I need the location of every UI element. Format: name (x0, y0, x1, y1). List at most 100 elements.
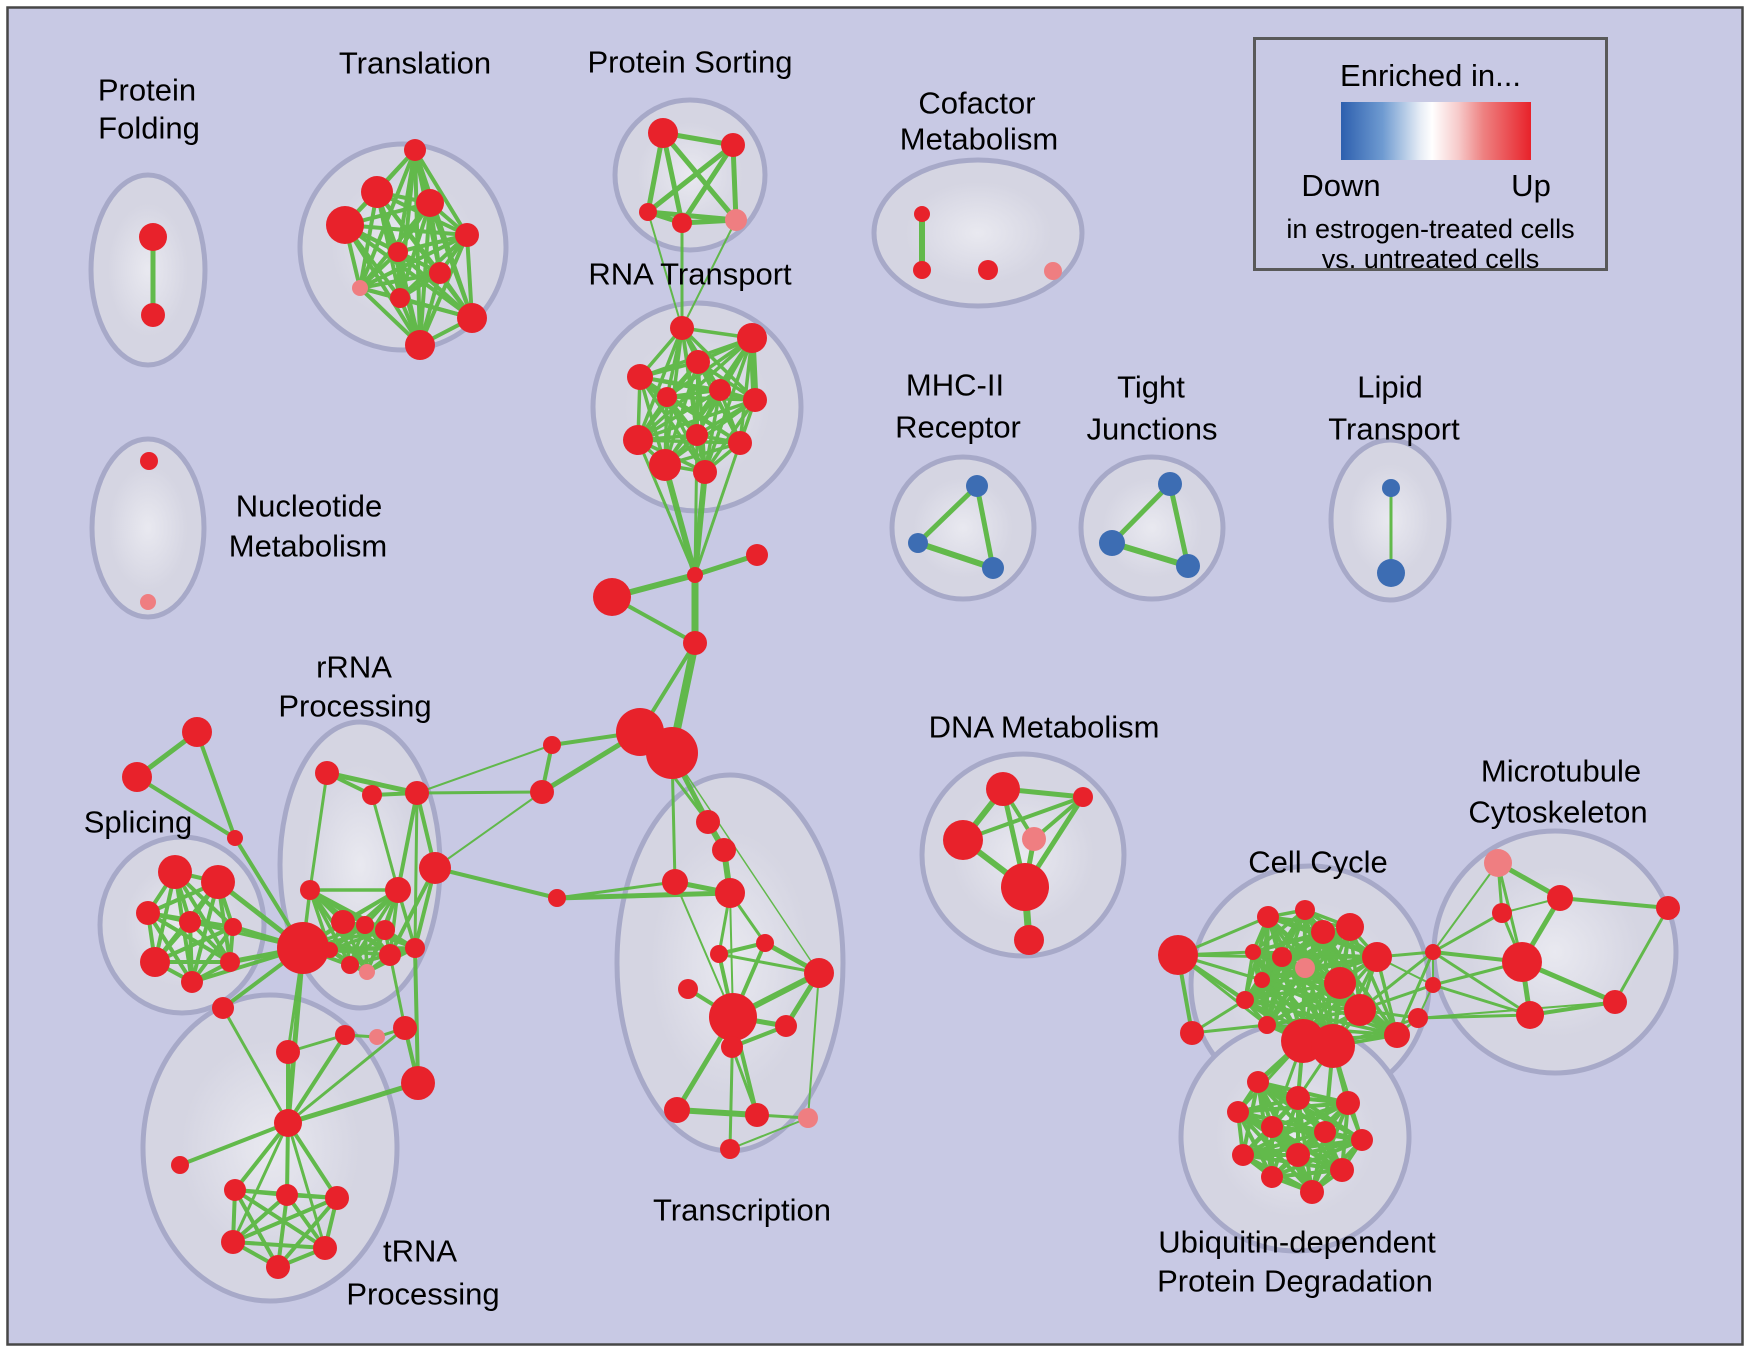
cluster-cofactor-metabolism (871, 157, 1085, 309)
cluster-label-transcription: Transcription (653, 1193, 831, 1228)
edge (680, 326, 757, 402)
cluster-protein-folding (88, 172, 208, 368)
edge (665, 395, 742, 445)
edge (231, 1240, 327, 1250)
legend-caption-line1: in estrogen-treated cells (1286, 214, 1575, 244)
edge (961, 795, 1085, 842)
edge (1431, 911, 1504, 954)
node-cc2 (1180, 1021, 1204, 1045)
edge (665, 395, 757, 402)
edge (1613, 906, 1670, 1004)
edge (1432, 862, 1499, 953)
node-j1 (1158, 472, 1182, 496)
cluster-label-ubiquitin-protein-degradation: Ubiquitin-dependent (1158, 1225, 1436, 1260)
node-cc12 (1362, 942, 1392, 972)
edge (681, 219, 737, 329)
edge (1260, 955, 1379, 982)
node-d5 (1001, 863, 1049, 911)
edge (693, 441, 742, 577)
cluster-label-trna-processing: Processing (346, 1277, 499, 1312)
cluster-label-ubiquitin-protein-degradation: Protein Degradation (1157, 1264, 1433, 1299)
node-cc13 (1236, 991, 1254, 1009)
node-mt1 (1547, 885, 1573, 911)
legend-down-label: Down (1301, 168, 1381, 203)
node-u5 (1261, 1116, 1283, 1138)
node-rt6 (657, 387, 677, 407)
edge (231, 1196, 339, 1244)
cluster-label-lipid-transport: Lipid (1357, 370, 1423, 405)
edge (173, 870, 232, 964)
node-tl11 (405, 330, 435, 360)
edge (1167, 481, 1191, 569)
node-cc3 (1257, 906, 1279, 928)
node-r14 (276, 1040, 300, 1064)
edge (416, 744, 553, 794)
node-hx1 (224, 1179, 246, 1201)
edge (286, 1121, 339, 1200)
node-mt5 (1603, 990, 1627, 1014)
node-t9 (709, 993, 757, 1041)
node-tl1 (404, 139, 426, 161)
node-cc9 (1295, 958, 1315, 978)
cluster-label-protein-folding: Protein (98, 73, 196, 108)
node-rt1 (670, 316, 694, 340)
node-mt6 (1656, 896, 1680, 920)
edge (285, 945, 306, 1126)
node-tl7 (429, 262, 451, 284)
node-t15 (720, 1139, 740, 1159)
node-sp5 (224, 918, 242, 936)
edge (415, 790, 544, 795)
node-u6 (1314, 1121, 1336, 1143)
node-cc1 (1158, 935, 1198, 975)
node-tl5 (455, 223, 479, 247)
node-sp1 (158, 855, 192, 889)
edge (396, 791, 419, 892)
edge (324, 770, 420, 796)
node-tl3 (416, 189, 444, 217)
cluster-label-tight-junctions: Junctions (1087, 412, 1218, 447)
node-tl10 (457, 303, 487, 333)
cluster-mhc-ii-receptor (889, 454, 1037, 602)
node-lp1 (1382, 479, 1400, 497)
node-u12 (1300, 1180, 1324, 1204)
node-tl6 (388, 242, 408, 262)
node-hx5 (313, 1236, 337, 1260)
edge (370, 793, 400, 892)
node-tl8 (352, 280, 368, 296)
node-sl2 (530, 780, 554, 804)
node-rt9 (686, 424, 708, 446)
node-hx6 (266, 1255, 290, 1279)
node-cc11 (1324, 967, 1356, 999)
edge (308, 771, 329, 892)
node-sp3 (136, 901, 160, 925)
cluster-label-tight-junctions: Tight (1117, 370, 1185, 405)
node-t6 (710, 945, 728, 963)
node-cf4 (1044, 262, 1062, 280)
node-mt4 (1516, 1001, 1544, 1029)
edge (915, 483, 980, 546)
node-hx3 (325, 1186, 349, 1210)
node-tr3 (227, 830, 243, 846)
cluster-label-trna-processing: tRNA (383, 1234, 457, 1269)
node-hx2 (276, 1184, 298, 1206)
node-mt2 (1492, 903, 1512, 923)
node-sl1 (543, 736, 561, 754)
node-iso (171, 1156, 189, 1174)
node-ps2 (721, 133, 745, 157)
edge (1190, 1023, 1269, 1035)
node-hx4 (221, 1230, 245, 1254)
edge (647, 211, 683, 329)
node-j3 (1176, 554, 1200, 578)
edge (1528, 1000, 1617, 1017)
node-pf2 (141, 303, 165, 327)
node-t7 (804, 958, 834, 988)
edge (178, 1121, 290, 1167)
edge (1109, 540, 1191, 569)
edge (974, 483, 996, 571)
edge (1241, 1130, 1327, 1157)
node-j2 (1099, 530, 1125, 556)
node-d4 (1022, 827, 1046, 851)
node-r15 (335, 1025, 355, 1045)
edge (693, 433, 699, 577)
edge (135, 775, 237, 840)
